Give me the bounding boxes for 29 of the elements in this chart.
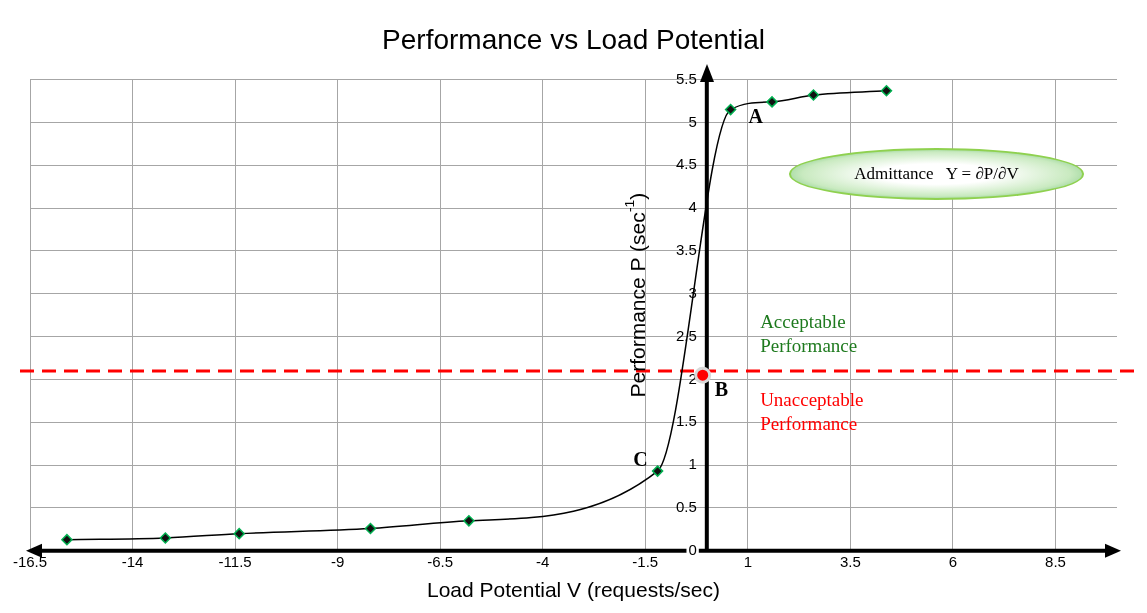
- y-tick-label: 5.5: [675, 69, 697, 87]
- y-tick-label: 1: [688, 455, 697, 473]
- x-tick-label: -11.5: [218, 552, 252, 570]
- annotation: C: [633, 448, 648, 471]
- x-tick-label: -6.5: [427, 552, 454, 570]
- x-tick-label: -16.5: [12, 552, 48, 570]
- x-tick-label: -1.5: [632, 552, 659, 570]
- annotation: Unacceptable Performance: [760, 388, 864, 434]
- y-tick-label: 5: [688, 112, 697, 130]
- annotation: B: [714, 378, 729, 401]
- x-tick-label: 6: [948, 552, 958, 570]
- x-tick-label: -9: [330, 552, 345, 570]
- x-tick-label: -14: [121, 552, 144, 570]
- annotation: Acceptable Performance: [760, 310, 858, 356]
- annotation: A: [748, 104, 764, 127]
- y-axis-title: Performance P (sec-1): [622, 192, 649, 398]
- oval-callout: Admittance Y = ∂P/∂V: [788, 148, 1085, 200]
- y-tick-label: 4.5: [675, 155, 697, 173]
- x-tick-label: -4: [536, 552, 550, 570]
- chart-title: Performance vs Load Potential: [382, 23, 765, 55]
- x-tick-label: 1: [743, 552, 752, 570]
- x-tick-label: 3.5: [839, 552, 861, 570]
- y-tick-label: 3.5: [675, 241, 697, 259]
- y-tick-label: 0.5: [675, 498, 697, 516]
- x-axis-title: Load Potential V (requests/sec): [427, 578, 720, 602]
- y-tick-label: 0: [688, 540, 697, 558]
- y-tick-label: 4: [688, 198, 697, 216]
- y-tick-label: 1.5: [675, 412, 697, 430]
- x-tick-label: 8.5: [1045, 552, 1066, 570]
